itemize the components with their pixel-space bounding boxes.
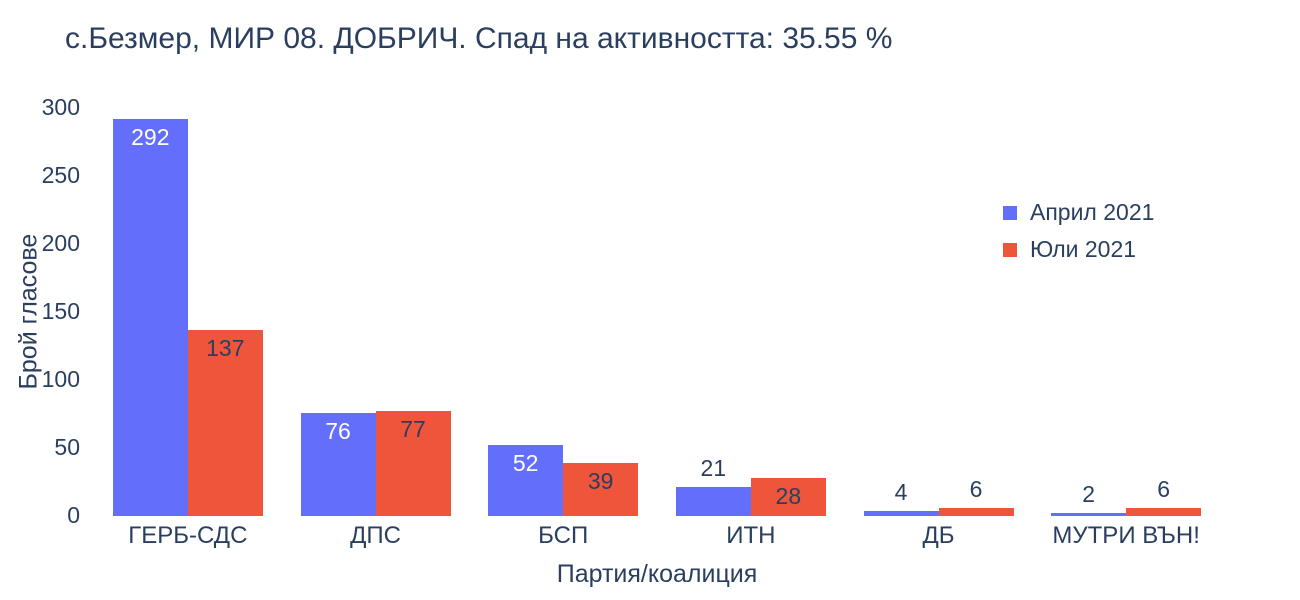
legend: Април 2021 Юли 2021 xyxy=(1003,194,1154,268)
y-tick-label: 250 xyxy=(41,162,80,188)
x-tick-label-МУТРИ ВЪН!: МУТРИ ВЪН! xyxy=(1052,522,1200,549)
bar-ДБ-Юли 2021[interactable] xyxy=(938,507,1014,516)
bar-value-label: 292 xyxy=(131,123,170,150)
plot-area: 292 137 76 77 52 39 21 28 4 6 2 6 xyxy=(94,108,1220,516)
x-tick-label-ДПС: ДПС xyxy=(350,522,401,549)
x-tick-label-ИТН: ИТН xyxy=(726,522,776,549)
bar-ИТН-Юли 2021[interactable] xyxy=(750,477,826,516)
legend-label: Април 2021 xyxy=(1030,199,1155,225)
bar-value-label: 28 xyxy=(775,482,802,509)
bar-value-label: 6 xyxy=(969,475,983,502)
legend-label: Юли 2021 xyxy=(1030,236,1137,262)
bar-ДБ-Април 2021[interactable] xyxy=(863,510,939,516)
bar-ГЕРБ-СДС-Юли 2021[interactable] xyxy=(187,329,263,516)
bar-value-label: 137 xyxy=(206,334,245,361)
bar-БСП-Юли 2021[interactable] xyxy=(563,462,639,516)
y-tick-label: 100 xyxy=(41,366,80,392)
bar-value-label: 2 xyxy=(1082,481,1096,508)
legend-swatch-icon xyxy=(1003,205,1017,220)
bar-ГЕРБ-СДС-Април 2021[interactable] xyxy=(112,118,188,516)
bar-value-label: 77 xyxy=(400,416,426,443)
legend-item-Юли 2021[interactable]: Юли 2021 xyxy=(1003,231,1154,268)
y-tick-label: 50 xyxy=(54,434,80,460)
bar-value-label: 39 xyxy=(587,467,614,494)
bar-value-label: 21 xyxy=(700,455,727,482)
bar-ДПС-Юли 2021[interactable] xyxy=(375,411,451,516)
bar-ИТН-Април 2021[interactable] xyxy=(675,487,751,516)
y-tick-label: 150 xyxy=(41,298,80,324)
bar-value-label: 4 xyxy=(894,478,908,505)
bar-value-label: 76 xyxy=(325,417,351,444)
bar-МУТРИ ВЪН!-Юли 2021[interactable] xyxy=(1126,507,1202,516)
y-tick-label: 200 xyxy=(41,230,80,256)
x-axis-title: Партия/коалиция xyxy=(556,560,758,588)
bar-ДПС-Април 2021[interactable] xyxy=(300,412,376,516)
bar-МУТРИ ВЪН!-Април 2021[interactable] xyxy=(1051,513,1127,516)
bar-value-label: 52 xyxy=(512,450,539,477)
x-tick-label-ГЕРБ-СДС: ГЕРБ-СДС xyxy=(128,522,248,549)
bar-БСП-Април 2021[interactable] xyxy=(488,445,564,516)
y-tick-label: 0 xyxy=(67,502,80,528)
legend-item-Април 2021[interactable]: Април 2021 xyxy=(1003,194,1154,231)
y-tick-label: 300 xyxy=(41,94,80,120)
x-tick-label-БСП: БСП xyxy=(538,522,589,549)
bar-value-label: 6 xyxy=(1157,475,1171,502)
x-tick-label-ДБ: ДБ xyxy=(922,522,955,549)
chart-title: с.Безмер, МИР 08. ДОБРИЧ. Спад на активн… xyxy=(65,22,893,55)
legend-swatch-icon xyxy=(1003,242,1017,257)
